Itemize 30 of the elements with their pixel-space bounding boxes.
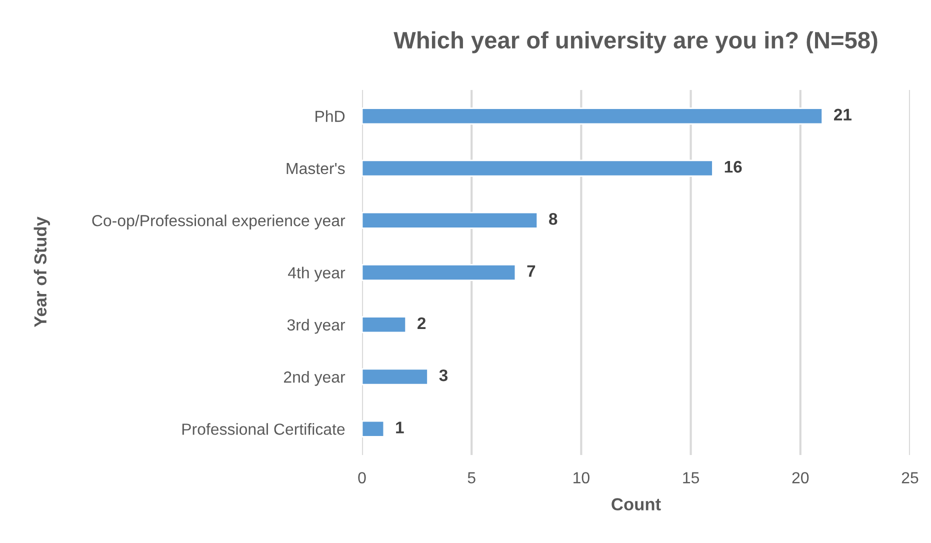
data-label: 3 (439, 369, 448, 382)
bar (362, 316, 407, 334)
bar (362, 160, 714, 177)
data-label: 16 (724, 160, 742, 173)
x-axis-title: Count (612, 498, 661, 510)
data-label: 2 (418, 317, 426, 329)
bar (362, 212, 538, 229)
data-label: 1 (396, 422, 404, 434)
x-tick-label: 0 (358, 472, 366, 484)
x-tick-label: 25 (902, 472, 918, 484)
chart-title: Which year of university are you in? (N=58) (394, 31, 878, 54)
y-tick-label: 2nd year (284, 371, 346, 386)
bar (362, 264, 516, 282)
x-tick-label: 10 (574, 472, 590, 484)
data-label: 21 (834, 108, 852, 120)
x-tick-label: 5 (468, 472, 476, 484)
data-label: 7 (527, 265, 536, 277)
y-tick-label: Master's (286, 163, 345, 174)
y-tick-label: 4th year (288, 266, 346, 282)
y-tick-label: Co-op/Professional experience year (92, 214, 346, 230)
y-axis-title: Year of Study (34, 216, 50, 328)
bar (362, 108, 824, 125)
x-tick-label: 20 (792, 472, 809, 484)
x-tick-label: 15 (683, 472, 700, 484)
y-tick-label: 3rd year (287, 318, 346, 334)
y-tick-label: Professional Certificate (182, 423, 345, 435)
data-label: 8 (549, 213, 558, 225)
bar (362, 420, 385, 438)
bar (362, 368, 428, 386)
y-tick-label: PhD (316, 110, 345, 122)
